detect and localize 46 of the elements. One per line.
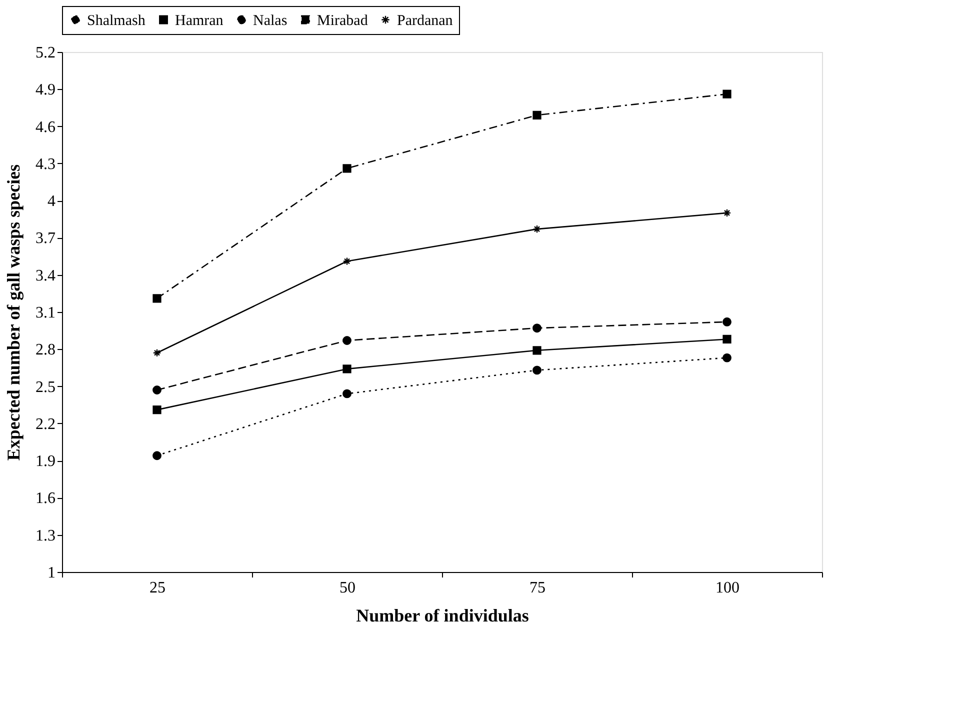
legend-label: Mirabad [317,12,368,29]
y-tick-label: 2.8 [36,342,56,359]
point [152,386,162,394]
point [342,364,352,374]
x-tick-label: 50 [340,580,356,596]
point [532,324,542,333]
y-tick-label: 1.6 [36,490,56,508]
point [532,346,542,355]
y-tick-label: 4 [48,193,56,210]
x-tick-label: 25 [150,580,166,596]
legend-label: Nalas [253,12,288,29]
y-tick-label: 4.6 [36,118,56,136]
legend-label: Pardanan [397,12,454,29]
point [342,257,352,266]
point [722,334,732,344]
point [722,353,732,362]
y-tick-label: 2.5 [36,378,56,396]
y-tick-label: 1 [48,564,56,582]
y-tick-label: 1.9 [36,453,56,470]
point [152,406,162,414]
y-tick-label: 4.3 [36,156,56,173]
point [152,294,162,303]
x-tick-label: 75 [530,580,546,596]
x-axis-title: Number of individulas [356,606,529,626]
point [152,348,162,357]
point [722,317,732,326]
point [722,208,732,218]
y-axis-title: Expected number of gall wasps species [4,164,24,461]
y-tick-label: 3.4 [36,267,56,284]
point [342,164,352,173]
point [722,90,732,98]
y-tick-label: 3.7 [36,230,56,248]
y-tick-label: 3.1 [36,304,56,322]
y-tick-label: 5.2 [36,44,56,62]
point [532,224,542,234]
point [532,366,542,375]
y-tick-label: 2.2 [36,416,56,433]
point [342,336,352,345]
point [532,110,542,120]
point [342,389,352,398]
y-tick-label: 4.9 [36,82,56,99]
legend-label: Shalmash [87,12,146,29]
legend-label: Hamran [175,12,224,29]
point [152,451,162,460]
x-tick-label: 100 [716,580,740,596]
y-tick-label: 1.3 [36,527,56,544]
